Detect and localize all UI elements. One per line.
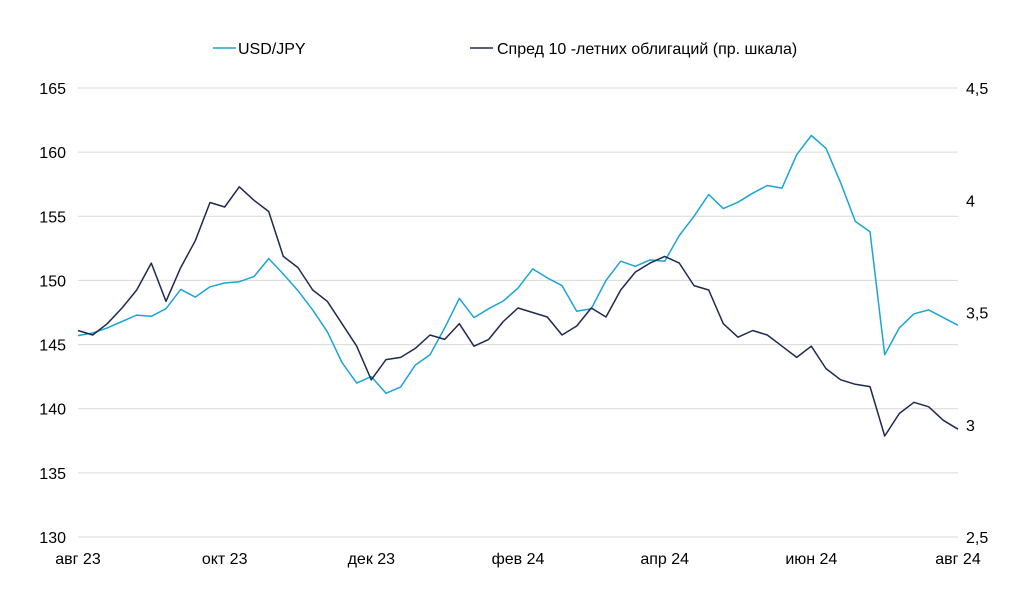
- x-axis-tick-label: окт 23: [202, 551, 248, 568]
- legend-label-usdjpy: USD/JPY: [238, 41, 306, 58]
- x-axis-tick-label: авг 24: [935, 551, 981, 568]
- right-axis-tick-label: 3,5: [966, 306, 988, 323]
- x-axis-tick-label: фев 24: [492, 551, 545, 568]
- usdjpy-line: [77, 134, 959, 395]
- right-axis-tick-label: 4: [966, 193, 975, 210]
- left-axis-tick-label: 145: [39, 338, 66, 355]
- x-axis-tick-label: авг 23: [55, 551, 101, 568]
- left-axis-tick-label: 140: [39, 402, 66, 419]
- right-axis-tick-label: 3: [966, 418, 975, 435]
- x-axis-tick-label: дек 23: [348, 551, 396, 568]
- gridlines: [78, 87, 958, 538]
- x-axis-tick-label: апр 24: [640, 551, 689, 568]
- x-axis: авг 23 окт 23 дек 23 фев 24 апр 24 июн 24 авг …: [55, 551, 981, 568]
- spread-line: [77, 186, 959, 437]
- left-axis-tick-label: 130: [39, 530, 66, 547]
- right-axis-tick-label: 2,5: [966, 530, 988, 547]
- right-axis: 2,5 3 3,5 4 4,5: [966, 81, 988, 547]
- left-axis-tick-label: 165: [39, 81, 66, 98]
- left-axis-tick-label: 135: [39, 466, 66, 483]
- left-axis-tick-label: 150: [39, 273, 66, 290]
- legend-label-spread: Спред 10 -летних облигаций (пр. шкала): [497, 41, 797, 58]
- right-axis-tick-label: 4,5: [966, 81, 988, 98]
- legend: USD/JPY Спред 10 -летних облигаций (пр. …: [213, 41, 797, 58]
- left-axis-tick-label: 160: [39, 145, 66, 162]
- left-axis-tick-label: 155: [39, 209, 66, 226]
- left-axis: 130 135 140 145 150 155 160 165: [39, 81, 66, 547]
- x-axis-tick-label: июн 24: [785, 551, 837, 568]
- series-layer: [77, 134, 959, 437]
